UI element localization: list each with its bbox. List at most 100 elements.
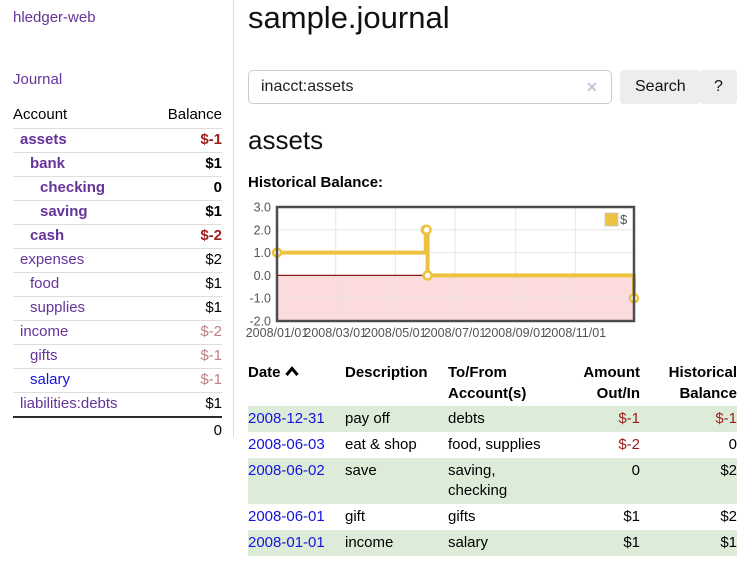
sidebar-account-food[interactable]: food (30, 275, 60, 292)
transaction-date-link[interactable]: 2008-01-01 (248, 534, 325, 551)
account-balance: $1 (150, 392, 222, 418)
account-balance: $-2 (150, 320, 222, 345)
sort-ascending-icon (284, 362, 299, 383)
account-row: expenses $2 (13, 248, 222, 273)
svg-text:1.0: 1.0 (254, 246, 271, 260)
transaction-date-link[interactable]: 2008-06-01 (248, 508, 325, 525)
account-balance: $-1 (150, 344, 222, 369)
transaction-accounts: saving, checking (448, 462, 508, 499)
svg-text:2.0: 2.0 (254, 223, 271, 237)
transaction-amount: $1 (623, 534, 640, 551)
account-row: income $-2 (13, 320, 222, 345)
transaction-date-link[interactable]: 2008-06-02 (248, 462, 325, 479)
search-bar: ✕ Search ? (248, 70, 742, 104)
account-balance: $2 (150, 248, 222, 273)
accounts-table: Account Balance assets $-1 bank $1 checking 0… (13, 102, 222, 444)
register-header-row: Date Description To/From Account(s) Amou… (248, 360, 737, 406)
page-title: sample.journal (248, 0, 450, 35)
sidebar-account-cash[interactable]: cash (30, 227, 65, 244)
svg-text:2008/11/01: 2008/11/01 (544, 326, 606, 340)
sidebar-account-gifts[interactable]: gifts (30, 347, 58, 364)
transaction-description: eat & shop (345, 436, 417, 453)
help-button[interactable]: ? (700, 70, 737, 104)
transaction-description: pay off (345, 410, 390, 427)
amount-header: Amount Out/In (583, 364, 640, 402)
transaction-accounts: debts (448, 410, 485, 427)
transaction-balance: $2 (720, 508, 737, 525)
account-balance: $-2 (150, 224, 222, 249)
transaction-accounts: food, supplies (448, 436, 541, 453)
transaction-amount: $-2 (618, 436, 640, 453)
sidebar-account-assets[interactable]: assets (20, 131, 67, 148)
account-row: assets $-1 (13, 128, 222, 153)
transaction-row: 2008-06-01 gift gifts $1 $2 (248, 504, 737, 530)
date-sort-header[interactable]: Date (248, 360, 345, 406)
app-brand-link[interactable]: hledger-web (13, 9, 96, 26)
svg-text:$: $ (620, 212, 628, 227)
transaction-row: 2008-06-02 save saving, checking 0 $2 (248, 458, 737, 504)
account-row: checking 0 (13, 176, 222, 201)
svg-text:3.0: 3.0 (254, 201, 271, 215)
svg-text:2008/05/01: 2008/05/01 (364, 326, 427, 340)
svg-text:2008/03/01: 2008/03/01 (304, 326, 367, 340)
transaction-row: 2008-01-01 income salary $1 $1 (248, 530, 737, 556)
accounts-table-header: Account Balance (13, 102, 222, 129)
transaction-balance: $1 (720, 534, 737, 551)
transaction-row: 2008-12-31 pay off debts $-1 $-1 (248, 406, 737, 432)
transaction-balance: $-1 (715, 410, 737, 427)
chart-title: Historical Balance: (248, 174, 384, 191)
account-row: bank $1 (13, 152, 222, 177)
svg-text:-1.0: -1.0 (249, 292, 271, 306)
transaction-date-link[interactable]: 2008-06-03 (248, 436, 325, 453)
account-row: food $1 (13, 272, 222, 297)
description-header: Description (345, 364, 428, 381)
account-row: salary $-1 (13, 368, 222, 393)
account-row: gifts $-1 (13, 344, 222, 369)
date-header-label: Date (248, 364, 281, 381)
sidebar-item-journal[interactable]: Journal (13, 71, 63, 88)
account-balance: 0 (150, 176, 222, 201)
transaction-amount: $1 (623, 508, 640, 525)
register-table: Date Description To/From Account(s) Amou… (248, 360, 737, 556)
transaction-accounts: gifts (448, 508, 476, 525)
svg-text:2008/07/01: 2008/07/01 (424, 326, 487, 340)
transaction-balance: 0 (728, 436, 737, 453)
account-balance: $-1 (150, 128, 222, 153)
transaction-date-link[interactable]: 2008-12-31 (248, 410, 325, 427)
transaction-row: 2008-06-03 eat & shop food, supplies $-2 0 (248, 432, 737, 458)
sidebar-account-supplies[interactable]: supplies (30, 299, 86, 316)
balance-header: Historical Balance (668, 364, 737, 402)
svg-text:2008/09/01: 2008/09/01 (484, 326, 547, 340)
clear-search-icon[interactable]: ✕ (586, 79, 598, 95)
sidebar-account-checking[interactable]: checking (40, 179, 106, 196)
balance-column-header: Balance (150, 102, 222, 129)
account-row: supplies $1 (13, 296, 222, 321)
accounts-total-row: 0 (13, 416, 222, 444)
svg-text:0.0: 0.0 (254, 269, 271, 283)
sidebar-account-salary[interactable]: salary (30, 371, 71, 388)
account-balance: $1 (150, 296, 222, 321)
svg-text:-2.0: -2.0 (249, 315, 271, 329)
account-balance: $1 (150, 272, 222, 297)
transaction-amount: $-1 (618, 410, 640, 427)
sidebar-account-saving[interactable]: saving (40, 203, 88, 220)
search-input[interactable] (248, 70, 612, 104)
account-balance: $-1 (150, 368, 222, 393)
transaction-accounts: salary (448, 534, 489, 551)
transaction-amount: 0 (631, 462, 640, 479)
account-column-header: Account (13, 102, 151, 129)
search-button[interactable]: Search (620, 70, 701, 104)
historical-balance-chart: $3.0 2.0 1.0 0.0 -1.0 -2.02008/01/012008/03/0… (246, 201, 640, 340)
tofrom-header: To/From Account(s) (448, 364, 527, 402)
sidebar: hledger-web Journal Account Balance asse… (0, 0, 234, 444)
sidebar-account-liabilities:debts[interactable]: liabilities:debts (20, 395, 118, 412)
account-row: liabilities:debts $1 (13, 392, 222, 418)
sidebar-account-expenses[interactable]: expenses (20, 251, 85, 268)
transaction-description: gift (345, 508, 366, 525)
transaction-description: save (345, 462, 377, 479)
accounts-total-value: 0 (150, 416, 222, 444)
sidebar-account-bank[interactable]: bank (30, 155, 66, 172)
transaction-balance: $2 (720, 462, 737, 479)
account-balance: $1 (150, 200, 222, 225)
sidebar-account-income[interactable]: income (20, 323, 69, 340)
